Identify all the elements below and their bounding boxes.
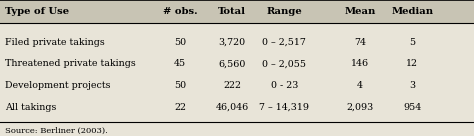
Text: 50: 50: [174, 81, 186, 90]
Text: 45: 45: [174, 59, 186, 68]
Text: 146: 146: [351, 59, 369, 68]
Text: 74: 74: [354, 38, 366, 47]
Text: 7 – 14,319: 7 – 14,319: [259, 103, 310, 112]
Text: Total: Total: [218, 7, 246, 16]
Text: 0 - 23: 0 - 23: [271, 81, 298, 90]
Text: 3,720: 3,720: [219, 38, 246, 47]
Text: Source: Berliner (2003).: Source: Berliner (2003).: [5, 127, 108, 135]
Text: 2,093: 2,093: [346, 103, 374, 112]
Text: 50: 50: [174, 38, 186, 47]
Text: 5: 5: [410, 38, 415, 47]
Text: 4: 4: [357, 81, 363, 90]
Text: 954: 954: [403, 103, 421, 112]
Text: # obs.: # obs.: [163, 7, 198, 16]
Text: Mean: Mean: [345, 7, 376, 16]
Text: 12: 12: [406, 59, 419, 68]
Text: 0 – 2,055: 0 – 2,055: [263, 59, 306, 68]
Text: Development projects: Development projects: [5, 81, 110, 90]
Text: Type of Use: Type of Use: [5, 7, 69, 16]
Text: 3: 3: [410, 81, 415, 90]
Text: 222: 222: [223, 81, 241, 90]
Text: 46,046: 46,046: [216, 103, 249, 112]
FancyBboxPatch shape: [0, 0, 474, 23]
Text: All takings: All takings: [5, 103, 56, 112]
Text: 22: 22: [174, 103, 186, 112]
Text: 6,560: 6,560: [219, 59, 246, 68]
Text: Median: Median: [392, 7, 433, 16]
Text: Filed private takings: Filed private takings: [5, 38, 104, 47]
Text: Threatened private takings: Threatened private takings: [5, 59, 136, 68]
Text: 0 – 2,517: 0 – 2,517: [263, 38, 306, 47]
Text: Range: Range: [266, 7, 302, 16]
